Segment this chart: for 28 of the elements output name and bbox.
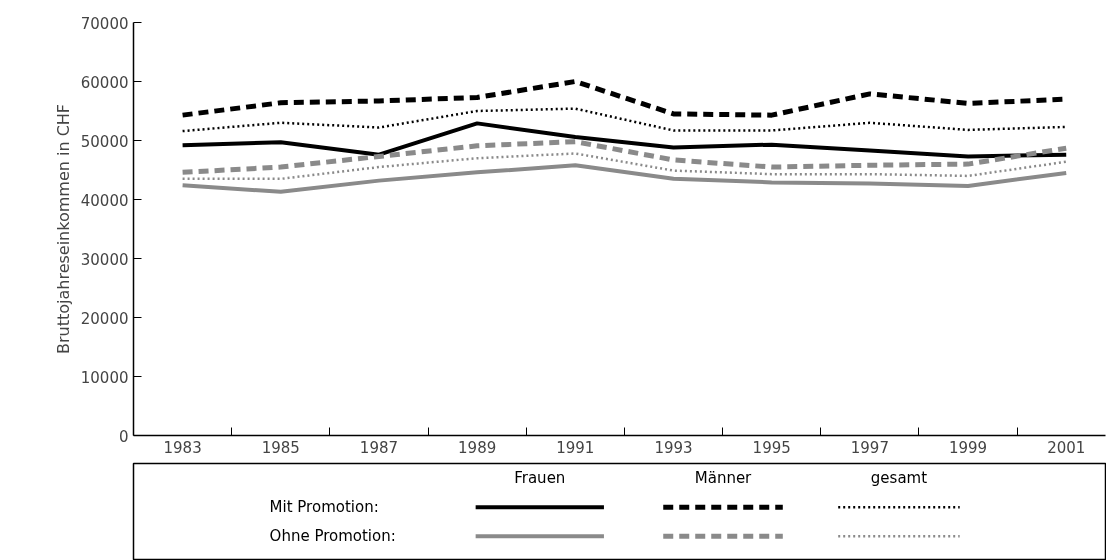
text: gesamt [870, 469, 928, 488]
line-series [180, 163, 1069, 194]
x-tick-label: 1999 [948, 438, 988, 457]
x-tick-label: 2001 [1047, 438, 1086, 457]
text: Frauen [514, 469, 566, 488]
x-tick-label: 1995 [752, 438, 791, 457]
y-tick-label: 60000 [80, 73, 129, 92]
y-tick-label: 0 [118, 427, 129, 446]
text: Mit Promotion: [269, 498, 379, 517]
y-tick-label: 20000 [80, 309, 129, 328]
y-tick-label: 10000 [80, 368, 129, 387]
x-tick-label: 1993 [654, 438, 693, 457]
x-tick-label: 1997 [850, 438, 889, 457]
text: Ohne Promotion: [269, 527, 396, 546]
y-tick-label: 30000 [80, 250, 129, 269]
y-tick-label: 40000 [80, 191, 129, 210]
x-tick-label: 1991 [556, 438, 595, 457]
x-tick-label: 1987 [359, 438, 399, 457]
line-series [180, 121, 1069, 159]
y-axis-title: Bruttojahreseinkommen in CHF [53, 103, 73, 355]
text: Männer [694, 469, 753, 488]
line-series [181, 107, 1068, 133]
x-tick-label: 1989 [458, 438, 497, 457]
y-tick-label: 50000 [80, 132, 129, 151]
line-series [181, 152, 1068, 181]
x-tick-label: 1983 [163, 438, 202, 457]
x-tick-label: 1985 [261, 438, 300, 457]
y-tick-label: 70000 [80, 14, 129, 33]
